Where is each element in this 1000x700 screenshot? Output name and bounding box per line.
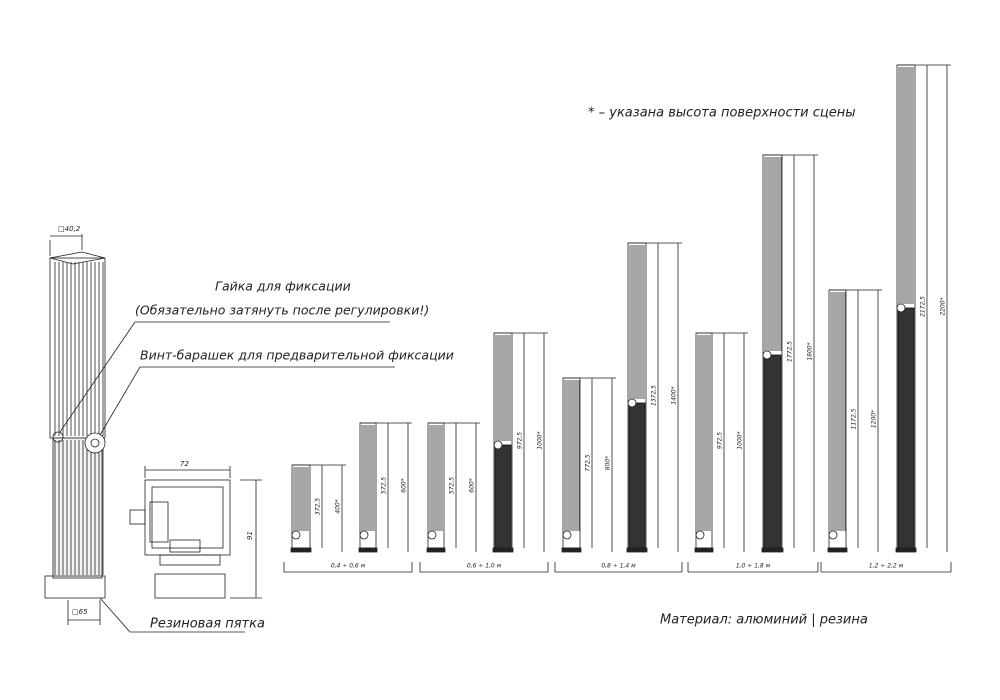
- knob: [427, 530, 437, 540]
- label: Гайка для фиксации: [215, 279, 351, 294]
- dim-label: 972,5: [717, 432, 724, 449]
- knob: [896, 303, 906, 313]
- dim-label: 91: [246, 531, 254, 540]
- rubber-foot: [492, 547, 514, 553]
- rubber-foot: [426, 547, 446, 553]
- dim-label: 772,5: [585, 454, 592, 471]
- dim-label: 1200*: [871, 410, 878, 428]
- leg-inner: [52, 437, 103, 579]
- dim-label: 572,5: [449, 477, 456, 494]
- dim-label: 2172,5: [920, 296, 927, 317]
- leg: [562, 377, 581, 549]
- dim-label: □40,2: [58, 225, 81, 233]
- knob: [493, 440, 503, 450]
- nut: [52, 431, 64, 443]
- dim-label: 72: [180, 460, 189, 468]
- range-label: 1,0 ÷ 1,8 м: [736, 563, 771, 570]
- rubber-foot: [761, 547, 784, 553]
- section-inner: [151, 486, 224, 549]
- dim-label: 572,5: [381, 477, 388, 494]
- leg-inner: [763, 354, 782, 549]
- section-neck: [159, 554, 221, 566]
- wing-screw-hub: [90, 438, 100, 448]
- dim-label: 1000*: [537, 431, 544, 449]
- dim-label: 1800*: [807, 342, 814, 360]
- range-label: 0,8 ÷ 1,4 м: [601, 563, 636, 570]
- knob: [562, 530, 572, 540]
- dim-label: 972,5: [517, 432, 524, 449]
- dim-label: 1772,5: [787, 341, 794, 362]
- dim-label: □65: [72, 608, 88, 616]
- rubber-foot: [561, 547, 582, 553]
- leader: [99, 597, 245, 633]
- dim-label: 372,5: [315, 498, 322, 515]
- knob: [828, 530, 838, 540]
- leader: [59, 321, 390, 433]
- dim-label: 1372,5: [651, 385, 658, 406]
- rubber-foot: [44, 575, 106, 599]
- rubber-foot: [827, 547, 848, 553]
- leg: [828, 289, 847, 549]
- section-foot: [154, 573, 226, 599]
- dim-label: 600*: [401, 478, 408, 492]
- rubber-foot: [694, 547, 714, 553]
- leg-inner: [628, 402, 646, 549]
- knob: [695, 530, 705, 540]
- material: Материал: алюминий | резина: [660, 613, 868, 628]
- label: Резиновая пятка: [150, 617, 265, 632]
- rubber-foot: [358, 547, 378, 553]
- dim-label: 400*: [335, 499, 342, 513]
- rubber-foot: [895, 547, 917, 553]
- leg-inner: [494, 444, 512, 549]
- stripes: [54, 262, 104, 575]
- rubber-foot: [626, 547, 648, 553]
- section-screw: [129, 509, 146, 525]
- wing-screw: [84, 432, 106, 454]
- leg-inner: [897, 307, 915, 549]
- label: Винт-барашек для предварительной фиксаци…: [140, 348, 454, 363]
- knob: [762, 350, 772, 360]
- note: * – указана высота поверхности сцены: [588, 106, 856, 121]
- knob: [359, 530, 369, 540]
- range-label: 0,6 ÷ 1,0 м: [467, 563, 502, 570]
- section-clamp: [149, 501, 169, 543]
- knob: [291, 530, 301, 540]
- section-body: [144, 479, 231, 556]
- dim-label: 1000*: [737, 431, 744, 449]
- legs: 372,5 400* 572,5 600* 0,4 ÷ 0,6 м 572,5 600* 97…: [283, 64, 952, 573]
- rubber-foot: [290, 547, 312, 553]
- detail-leg: □40,2 □65 Резиновая пятка Гайка для фикс…: [44, 225, 454, 633]
- range-label: 1,2 ÷ 2,2 м: [869, 563, 904, 570]
- dim-label: 800*: [605, 456, 612, 470]
- label: (Обязательно затянуть после регулировки!…: [135, 303, 429, 318]
- section-slot: [169, 539, 201, 553]
- leg-outer: [49, 257, 106, 439]
- knob: [627, 398, 637, 408]
- dim-label: 2200*: [940, 297, 947, 315]
- dim-label: 600*: [469, 478, 476, 492]
- cross-section: 72 91: [129, 460, 262, 599]
- range-label: 0,4 ÷ 0,6 м: [331, 563, 366, 570]
- dim-label: 1400*: [671, 386, 678, 404]
- leader: [99, 366, 395, 436]
- dim-label: 1172,5: [851, 408, 858, 429]
